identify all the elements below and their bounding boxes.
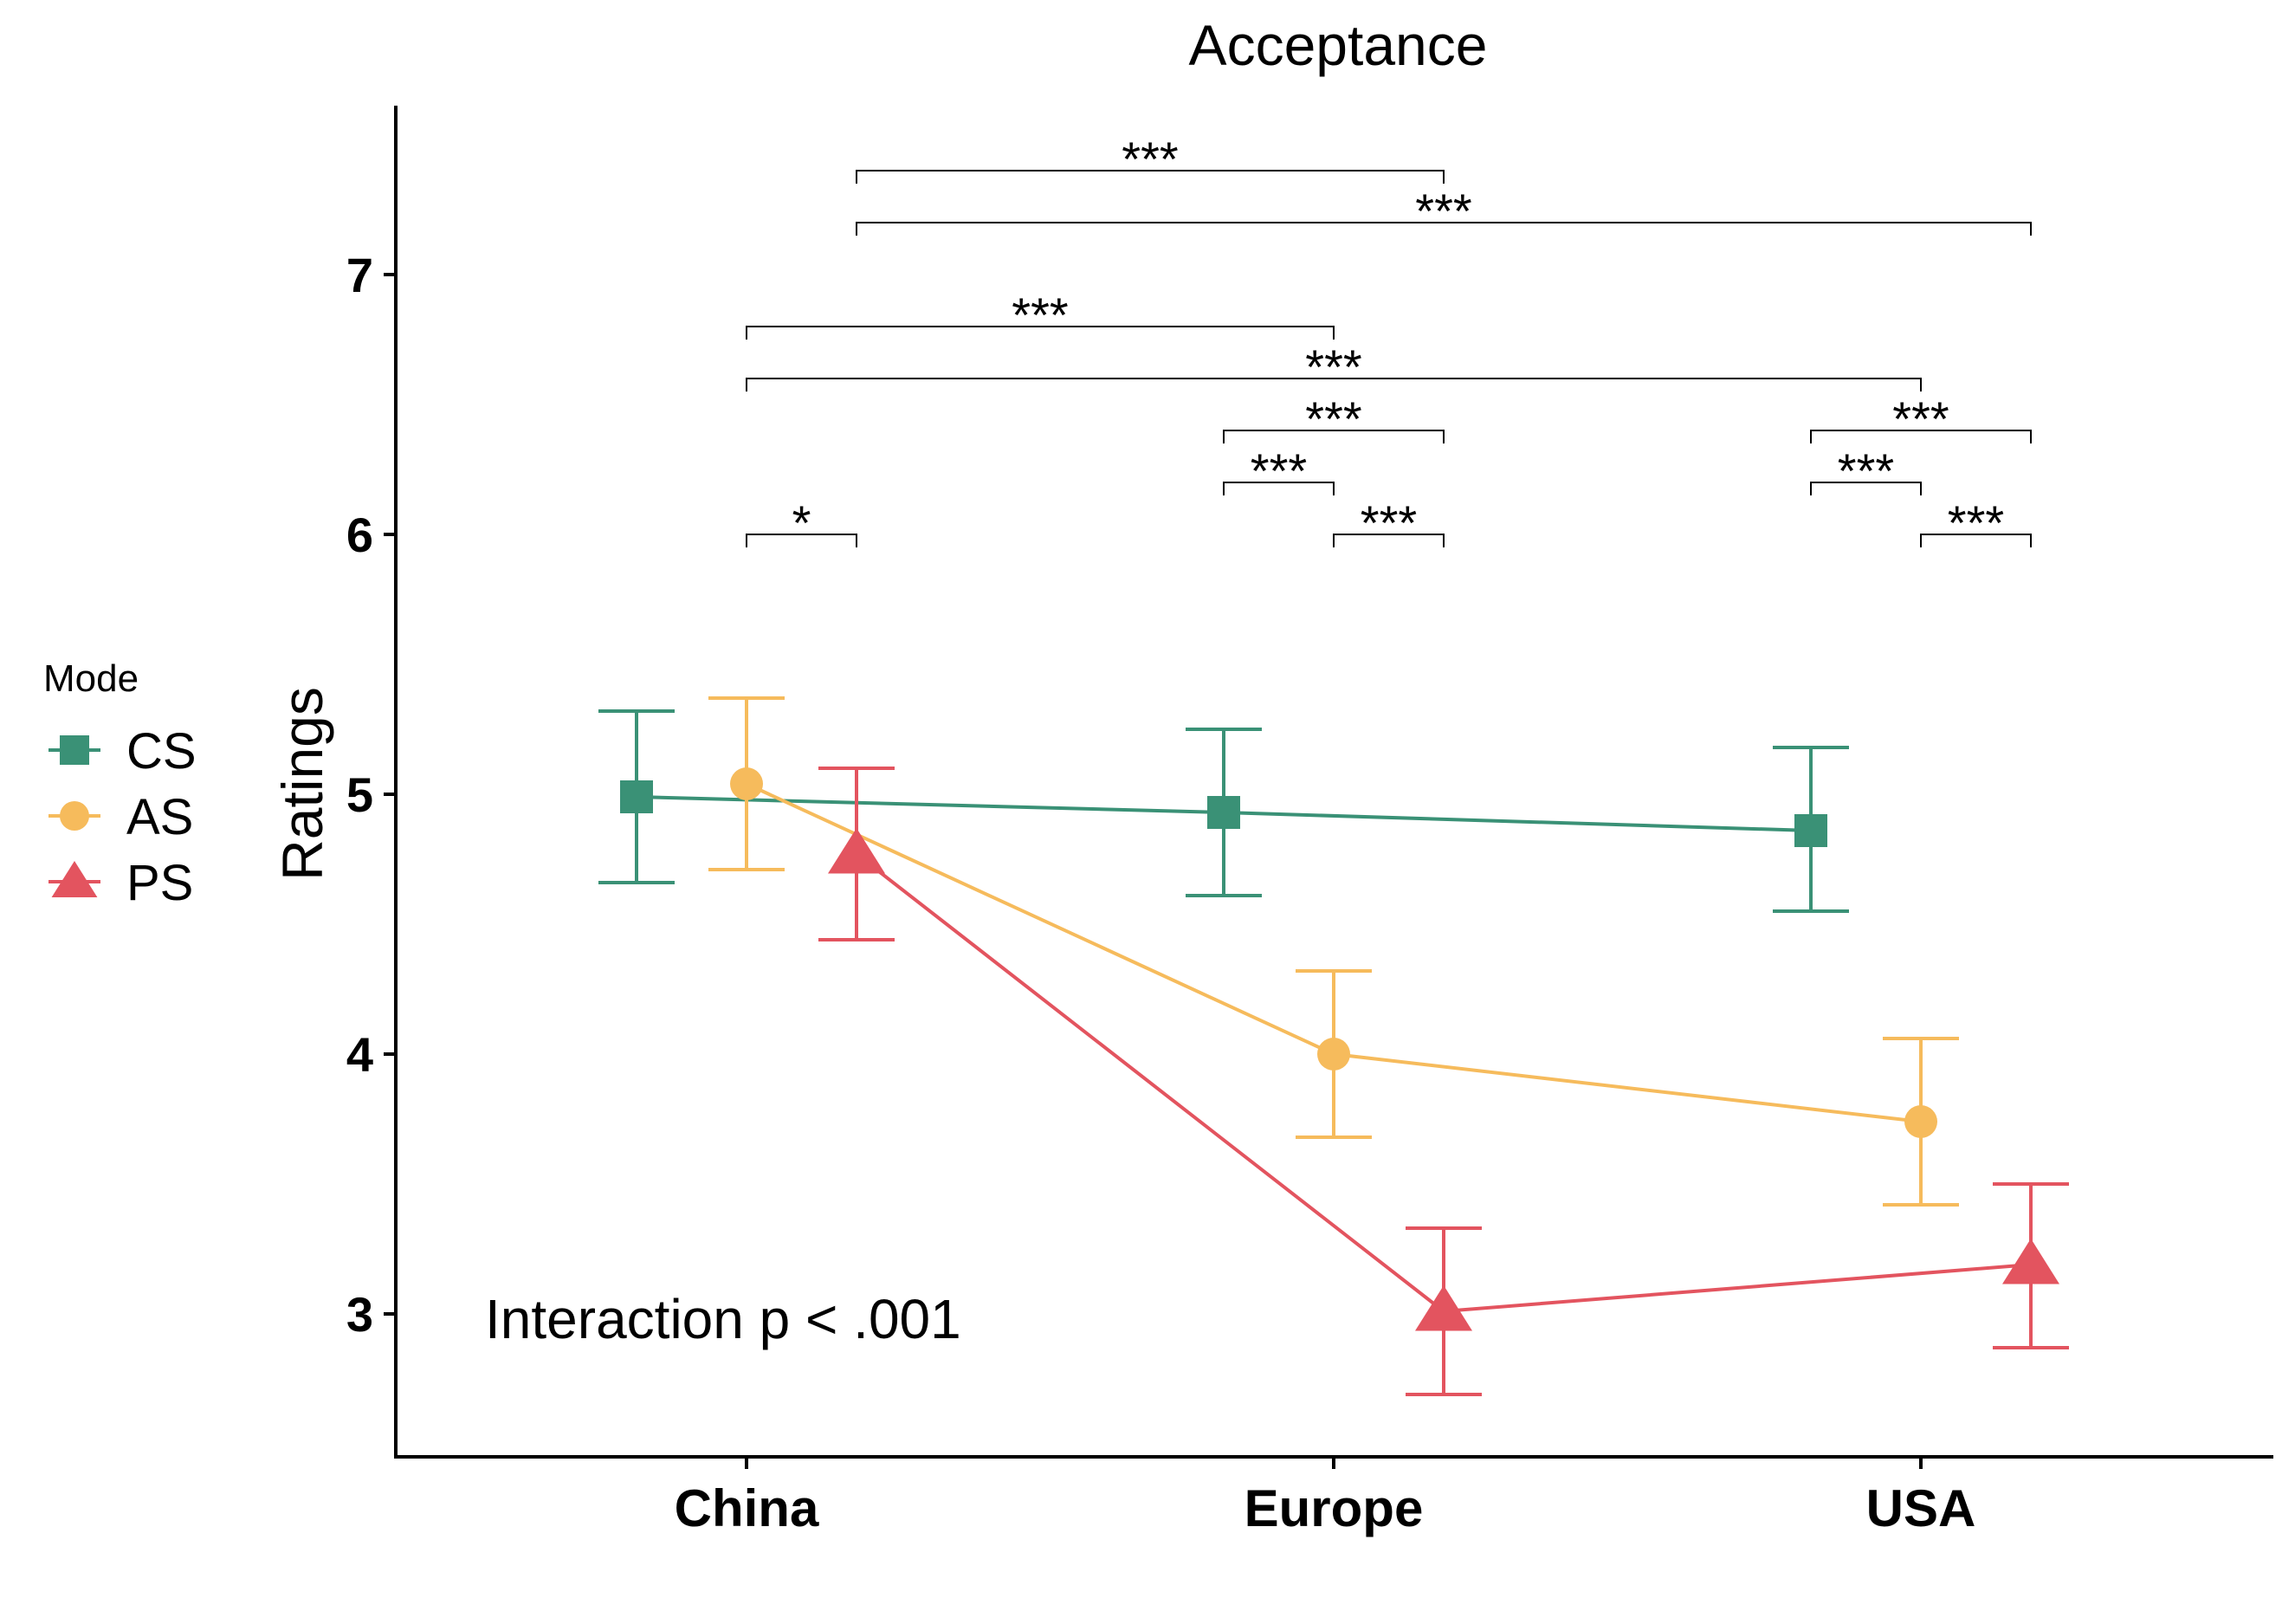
legend-label: AS bbox=[126, 789, 193, 845]
significance-bracket: *** bbox=[1810, 391, 2032, 446]
y-tick-label: 3 bbox=[346, 1287, 373, 1342]
significance-label: *** bbox=[1012, 288, 1068, 342]
significance-bracket: *** bbox=[856, 184, 2032, 238]
data-point-ps bbox=[1415, 1285, 1472, 1331]
data-point-as bbox=[1317, 1038, 1350, 1071]
bracket-line bbox=[746, 378, 1922, 391]
legend-item-as: AS bbox=[48, 789, 193, 845]
interaction-annotation: Interaction p < .001 bbox=[485, 1288, 961, 1350]
legend-key-circle-icon bbox=[60, 801, 89, 831]
legend: Mode CS AS PS bbox=[43, 657, 197, 911]
y-tick-label: 5 bbox=[346, 767, 373, 822]
bracket-line bbox=[856, 170, 1445, 184]
y-tick-label: 4 bbox=[346, 1027, 373, 1082]
significance-label: *** bbox=[1305, 391, 1361, 446]
significance-label: *** bbox=[1892, 391, 1949, 446]
data-point-as bbox=[730, 767, 763, 800]
x-tick-label: USA bbox=[1866, 1479, 1976, 1537]
data-point-ps bbox=[828, 828, 885, 874]
significance-bracket: *** bbox=[1223, 391, 1445, 446]
bracket-line bbox=[1810, 430, 2032, 443]
significance-label: *** bbox=[1122, 132, 1178, 186]
chart-title: Acceptance bbox=[1189, 13, 1488, 77]
significance-label: *** bbox=[1948, 495, 2004, 550]
significance-label: *** bbox=[1361, 495, 1417, 550]
bracket-line bbox=[1223, 482, 1335, 495]
series bbox=[598, 696, 2069, 1396]
data-point-ps bbox=[2002, 1239, 2059, 1284]
legend-label: PS bbox=[126, 855, 193, 911]
bracket-line bbox=[1810, 482, 1922, 495]
legend-key-triangle-icon bbox=[51, 861, 98, 897]
y-tick-label: 7 bbox=[346, 248, 373, 302]
significance-bracket: *** bbox=[746, 288, 1335, 342]
y-tick-label: 6 bbox=[346, 508, 373, 562]
significance-bracket: *** bbox=[746, 340, 1922, 394]
significance-bracket: *** bbox=[1920, 495, 2032, 550]
significance-bracket: * bbox=[746, 495, 857, 550]
bracket-line bbox=[746, 534, 857, 547]
significance-brackets: * ****************************** bbox=[746, 132, 2032, 550]
axes: 3 4 5 6 7 China Europe USA bbox=[346, 106, 2273, 1537]
significance-bracket: *** bbox=[1223, 443, 1335, 498]
data-point-cs bbox=[1794, 814, 1827, 847]
bracket-line bbox=[856, 222, 2032, 236]
x-tick-label: Europe bbox=[1244, 1479, 1424, 1537]
significance-label: * bbox=[792, 495, 811, 550]
significance-label: *** bbox=[1305, 340, 1361, 394]
legend-label: CS bbox=[126, 723, 197, 780]
data-point-cs bbox=[1207, 796, 1240, 829]
data-point-as bbox=[1904, 1105, 1937, 1138]
bracket-line bbox=[1333, 534, 1445, 547]
bracket-line bbox=[1223, 430, 1445, 443]
significance-bracket: *** bbox=[1810, 443, 1922, 498]
legend-title: Mode bbox=[43, 657, 139, 700]
x-tick-label: China bbox=[675, 1479, 819, 1537]
significance-bracket: *** bbox=[1333, 495, 1445, 550]
data-point-cs bbox=[620, 780, 653, 813]
bracket-line bbox=[1920, 534, 2032, 547]
bracket-line bbox=[746, 326, 1335, 340]
significance-bracket: *** bbox=[856, 132, 1445, 186]
significance-label: *** bbox=[1415, 184, 1471, 238]
y-axis-label: Ratings bbox=[270, 687, 334, 881]
legend-item-cs: CS bbox=[48, 723, 197, 780]
significance-label: *** bbox=[1251, 443, 1307, 498]
legend-key-square-icon bbox=[60, 735, 89, 765]
significance-label: *** bbox=[1838, 443, 1894, 498]
legend-item-ps: PS bbox=[48, 855, 193, 911]
